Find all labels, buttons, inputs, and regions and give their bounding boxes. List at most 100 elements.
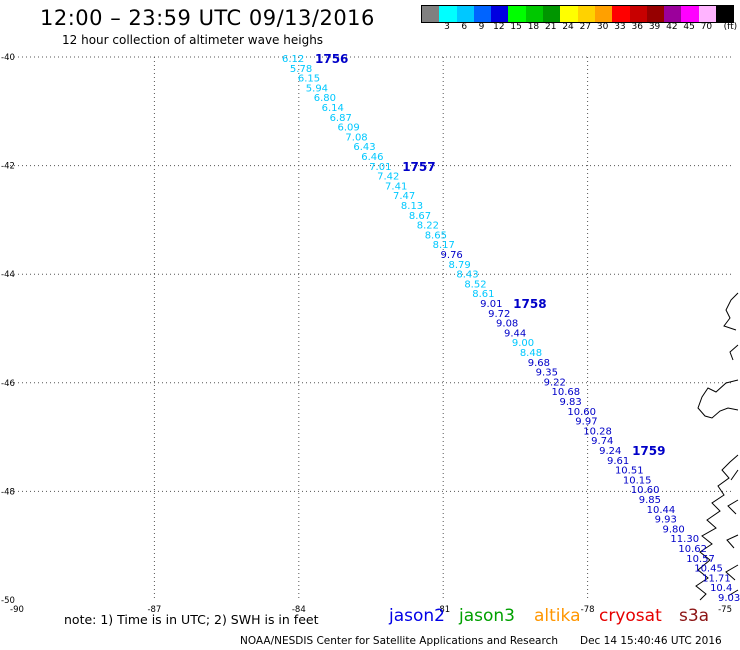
axis-labels: -90 -87 -84 -81 -78 -75 -40 -42 -44 -46 -48 -50 bbox=[1, 53, 732, 615]
swh-value: 9.03 bbox=[718, 593, 740, 604]
pass-time-label: 1756 bbox=[315, 52, 348, 66]
latitude-label: -44 bbox=[1, 270, 15, 280]
coastline bbox=[695, 292, 739, 601]
swh-value: 10.57 bbox=[686, 554, 715, 565]
swh-value: 9.83 bbox=[559, 397, 581, 408]
swh-value: 10.45 bbox=[694, 564, 723, 575]
satellite-label-jason2: jason2 bbox=[389, 606, 445, 626]
swh-value: 7.47 bbox=[393, 191, 415, 202]
longitude-label: -87 bbox=[147, 605, 161, 615]
swh-value: 9.68 bbox=[528, 358, 550, 369]
swh-value: 10.28 bbox=[583, 426, 612, 437]
map-title: 12:00 – 23:59 UTC 09/13/2016 bbox=[40, 6, 375, 30]
satellite-label-s3a: s3a bbox=[679, 606, 710, 626]
swh-value: 8.65 bbox=[425, 230, 447, 241]
legend-swatch bbox=[594, 6, 613, 22]
longitude-label: -84 bbox=[292, 605, 306, 615]
legend-tick-label: 24 bbox=[562, 22, 574, 32]
legend-swatch bbox=[646, 6, 665, 22]
swh-value: 6.12 bbox=[282, 54, 304, 65]
coastline-fjords-south bbox=[695, 454, 739, 601]
pass-time-label: 1757 bbox=[402, 160, 435, 174]
swh-value: 9.74 bbox=[591, 436, 613, 447]
map-subtitle: 12 hour collection of altimeter wave hei… bbox=[62, 33, 324, 47]
legend-tick-label: 3 bbox=[444, 22, 450, 32]
legend-tick-label: 6 bbox=[461, 22, 468, 32]
swh-value: 9.72 bbox=[488, 309, 510, 320]
swh-value: 9.01 bbox=[480, 299, 502, 310]
swh-value: 8.13 bbox=[401, 201, 423, 212]
swh-value: 10.62 bbox=[678, 544, 707, 555]
swh-value: 9.22 bbox=[544, 377, 566, 388]
swh-value: 8.48 bbox=[520, 348, 542, 359]
swh-value: 10.60 bbox=[631, 485, 660, 496]
swh-value: 9.35 bbox=[536, 368, 558, 379]
longitude-label: -78 bbox=[581, 605, 595, 615]
pass-time-label: 1759 bbox=[632, 444, 665, 458]
pass-time-labels: 1756 1757 1758 1759 bbox=[315, 52, 665, 458]
legend-tick-label: 21 bbox=[545, 22, 557, 32]
swh-value: 10.44 bbox=[647, 505, 676, 516]
satellite-label-cryosat: cryosat bbox=[599, 606, 662, 626]
swh-value: 9.24 bbox=[599, 446, 621, 457]
swh-value: 9.85 bbox=[639, 495, 661, 506]
legend-swatch bbox=[508, 6, 526, 22]
legend-tick-label: 15 bbox=[510, 22, 522, 32]
longitude-label: -75 bbox=[718, 605, 732, 615]
swh-track: 6.125.786.155.946.806.146.876.097.086.43… bbox=[282, 54, 740, 604]
swh-value: 6.46 bbox=[361, 152, 383, 163]
legend-swatch bbox=[664, 6, 682, 22]
legend-tick-label: 9 bbox=[478, 22, 485, 32]
coastline-island-north bbox=[723, 292, 739, 361]
swh-value: 8.22 bbox=[417, 221, 439, 232]
graticule bbox=[10, 56, 732, 600]
swh-value: 8.79 bbox=[448, 260, 470, 271]
swh-value: 7.01 bbox=[369, 162, 391, 173]
swh-value: 6.15 bbox=[298, 74, 320, 85]
legend-swatch bbox=[473, 6, 492, 22]
swh-value: 5.78 bbox=[290, 64, 312, 75]
swh-value: 10.15 bbox=[623, 475, 652, 486]
legend-swatch bbox=[456, 6, 474, 22]
legend-swatch bbox=[698, 6, 717, 22]
swh-value: 7.41 bbox=[385, 181, 407, 192]
swh-value: 6.09 bbox=[337, 123, 359, 134]
legend-tick-label: 70 bbox=[700, 22, 713, 32]
swh-value: 10.4 bbox=[710, 583, 732, 594]
latitude-label: -50 bbox=[1, 596, 15, 606]
swh-value: 6.87 bbox=[330, 113, 352, 124]
color-legend-labels: 3 6 9 12 15 18 21 24 27 30 33 36 39 42 45 70 (ft) bbox=[421, 22, 737, 34]
legend-swatch bbox=[543, 6, 561, 22]
swh-value: 5.94 bbox=[306, 83, 328, 94]
units-note: note: 1) Time is in UTC; 2) SWH is in fe… bbox=[64, 612, 319, 627]
swh-value: 9.00 bbox=[512, 338, 534, 349]
legend-swatch bbox=[525, 6, 544, 22]
swh-value: 9.08 bbox=[496, 319, 518, 330]
legend-unit-label: (ft) bbox=[723, 22, 738, 32]
swh-value: 9.93 bbox=[655, 515, 677, 526]
swh-value: 7.42 bbox=[377, 172, 399, 183]
latitude-label: -40 bbox=[1, 53, 15, 63]
swh-value: 9.97 bbox=[575, 417, 597, 428]
legend-tick-label: 27 bbox=[579, 22, 592, 32]
swh-value: 9.76 bbox=[441, 250, 463, 261]
legend-tick-label: 30 bbox=[596, 22, 609, 32]
legend-swatch bbox=[439, 6, 457, 22]
swh-value: 8.43 bbox=[456, 270, 478, 281]
swh-value: 8.52 bbox=[464, 279, 486, 290]
latitude-label: -42 bbox=[1, 162, 15, 172]
legend-swatch bbox=[491, 6, 509, 22]
satellite-label-altika: altika bbox=[534, 606, 581, 626]
legend-tick-label: 18 bbox=[527, 22, 540, 32]
coastline-island-middle bbox=[697, 379, 739, 419]
legend-tick-label: 33 bbox=[614, 22, 626, 32]
swh-value: 7.08 bbox=[345, 132, 367, 143]
satellite-label-jason3: jason3 bbox=[459, 606, 515, 626]
longitude-label: -90 bbox=[10, 605, 24, 615]
footer-timestamp: Dec 14 15:40:46 UTC 2016 bbox=[580, 635, 722, 647]
swh-value: 8.67 bbox=[409, 211, 431, 222]
legend-tick-label: 42 bbox=[666, 22, 678, 32]
swh-value: 6.80 bbox=[314, 93, 336, 104]
swh-value: 10.60 bbox=[567, 407, 596, 418]
